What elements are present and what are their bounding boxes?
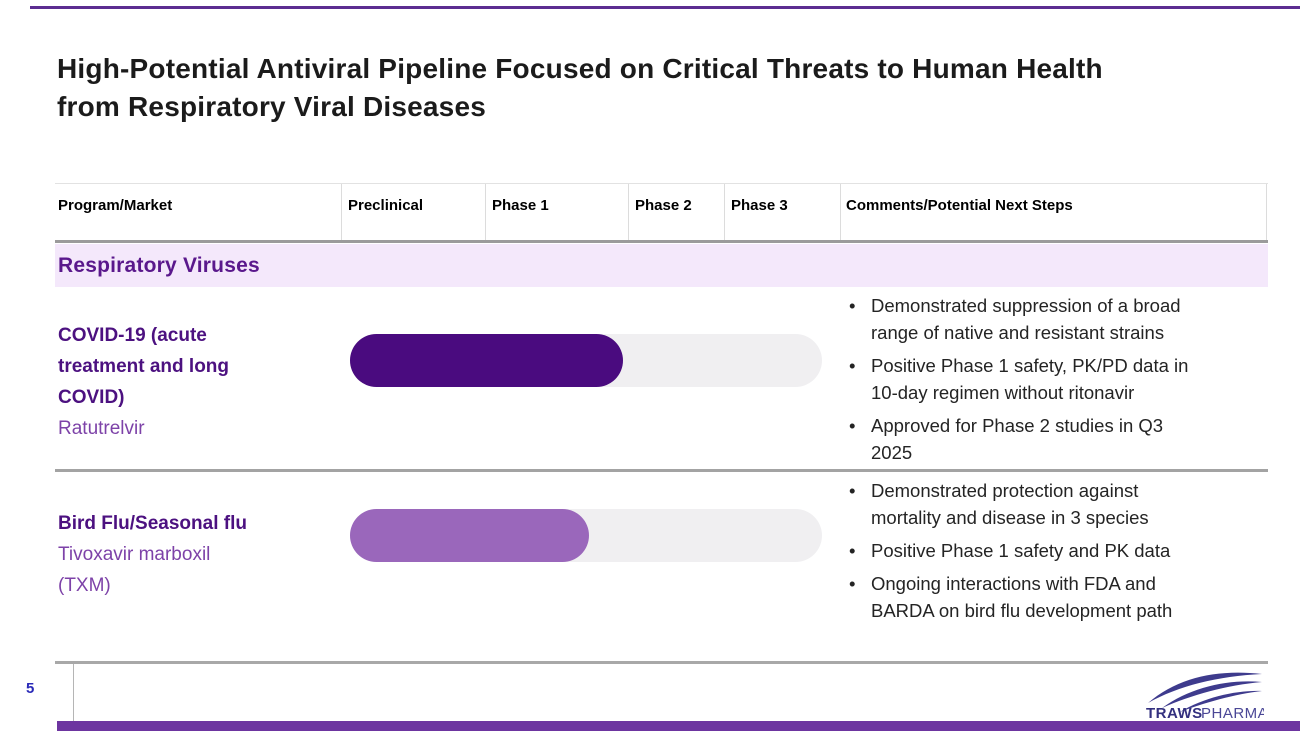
section-label: Respiratory Viruses <box>58 253 260 277</box>
comment-item: Ongoing interactions with FDA and BARDA … <box>846 570 1260 624</box>
comments-list-bird-flu: Demonstrated protection against mortalit… <box>846 477 1260 630</box>
column-header-phase-2: Phase 2 <box>635 197 692 214</box>
comment-item: Approved for Phase 2 studies in Q3 2025 <box>846 412 1260 466</box>
comment-item: Demonstrated suppression of a broad rang… <box>846 292 1260 346</box>
column-separator <box>628 184 629 240</box>
column-separator <box>1266 184 1267 240</box>
comments-list-covid19: Demonstrated suppression of a broad rang… <box>846 292 1260 472</box>
traws-pharma-logo: TRAWS PHARMA <box>1146 672 1264 720</box>
drug-name: Ratutrelvir <box>58 418 145 439</box>
column-separator <box>341 184 342 240</box>
logo-text-traws: TRAWS <box>1146 705 1203 720</box>
table-header-top-border <box>55 183 1268 184</box>
column-header-program-market: Program/Market <box>58 197 173 214</box>
column-header-comments: Comments/Potential Next Steps <box>846 197 1073 214</box>
comment-item: Positive Phase 1 safety and PK data <box>846 537 1260 564</box>
logo-text-pharma: PHARMA <box>1201 705 1264 720</box>
row-divider <box>55 469 1268 472</box>
page-number: 5 <box>26 680 35 697</box>
table-header-underline <box>55 240 1268 243</box>
pipeline-bar-fill-bird-flu <box>350 509 589 562</box>
drug-name: Tivoxavir marboxil (TXM) <box>58 544 211 596</box>
column-separator <box>840 184 841 240</box>
top-accent-bar <box>30 6 1300 9</box>
pipeline-bar-track-covid19 <box>350 334 822 387</box>
column-separator <box>485 184 486 240</box>
slide-title: High-Potential Antiviral Pipeline Focuse… <box>57 53 1103 122</box>
column-header-preclinical: Preclinical <box>348 197 424 214</box>
column-separator <box>724 184 725 240</box>
comment-item: Demonstrated protection against mortalit… <box>846 477 1260 531</box>
section-header-respiratory-viruses: Respiratory Viruses <box>55 244 1268 287</box>
program-name: Bird Flu/Seasonal flu <box>58 513 247 534</box>
footer-divider <box>55 661 1268 664</box>
footer-vertical-divider <box>73 664 74 731</box>
program-name: COVID-19 (acute treatment and long COVID… <box>58 325 230 408</box>
bottom-accent-bar <box>57 721 1300 731</box>
column-header-phase-3: Phase 3 <box>731 197 788 214</box>
wave-swoosh-icon <box>1148 672 1262 712</box>
program-label-bird-flu: Bird Flu/Seasonal flu Tivoxavir marboxil… <box>58 508 326 601</box>
pipeline-bar-fill-covid19 <box>350 334 623 387</box>
column-header-phase-1: Phase 1 <box>492 197 549 214</box>
comment-item: Positive Phase 1 safety, PK/PD data in 1… <box>846 352 1260 406</box>
pipeline-bar-track-bird-flu <box>350 509 822 562</box>
program-label-covid19: COVID-19 (acute treatment and long COVID… <box>58 320 326 444</box>
